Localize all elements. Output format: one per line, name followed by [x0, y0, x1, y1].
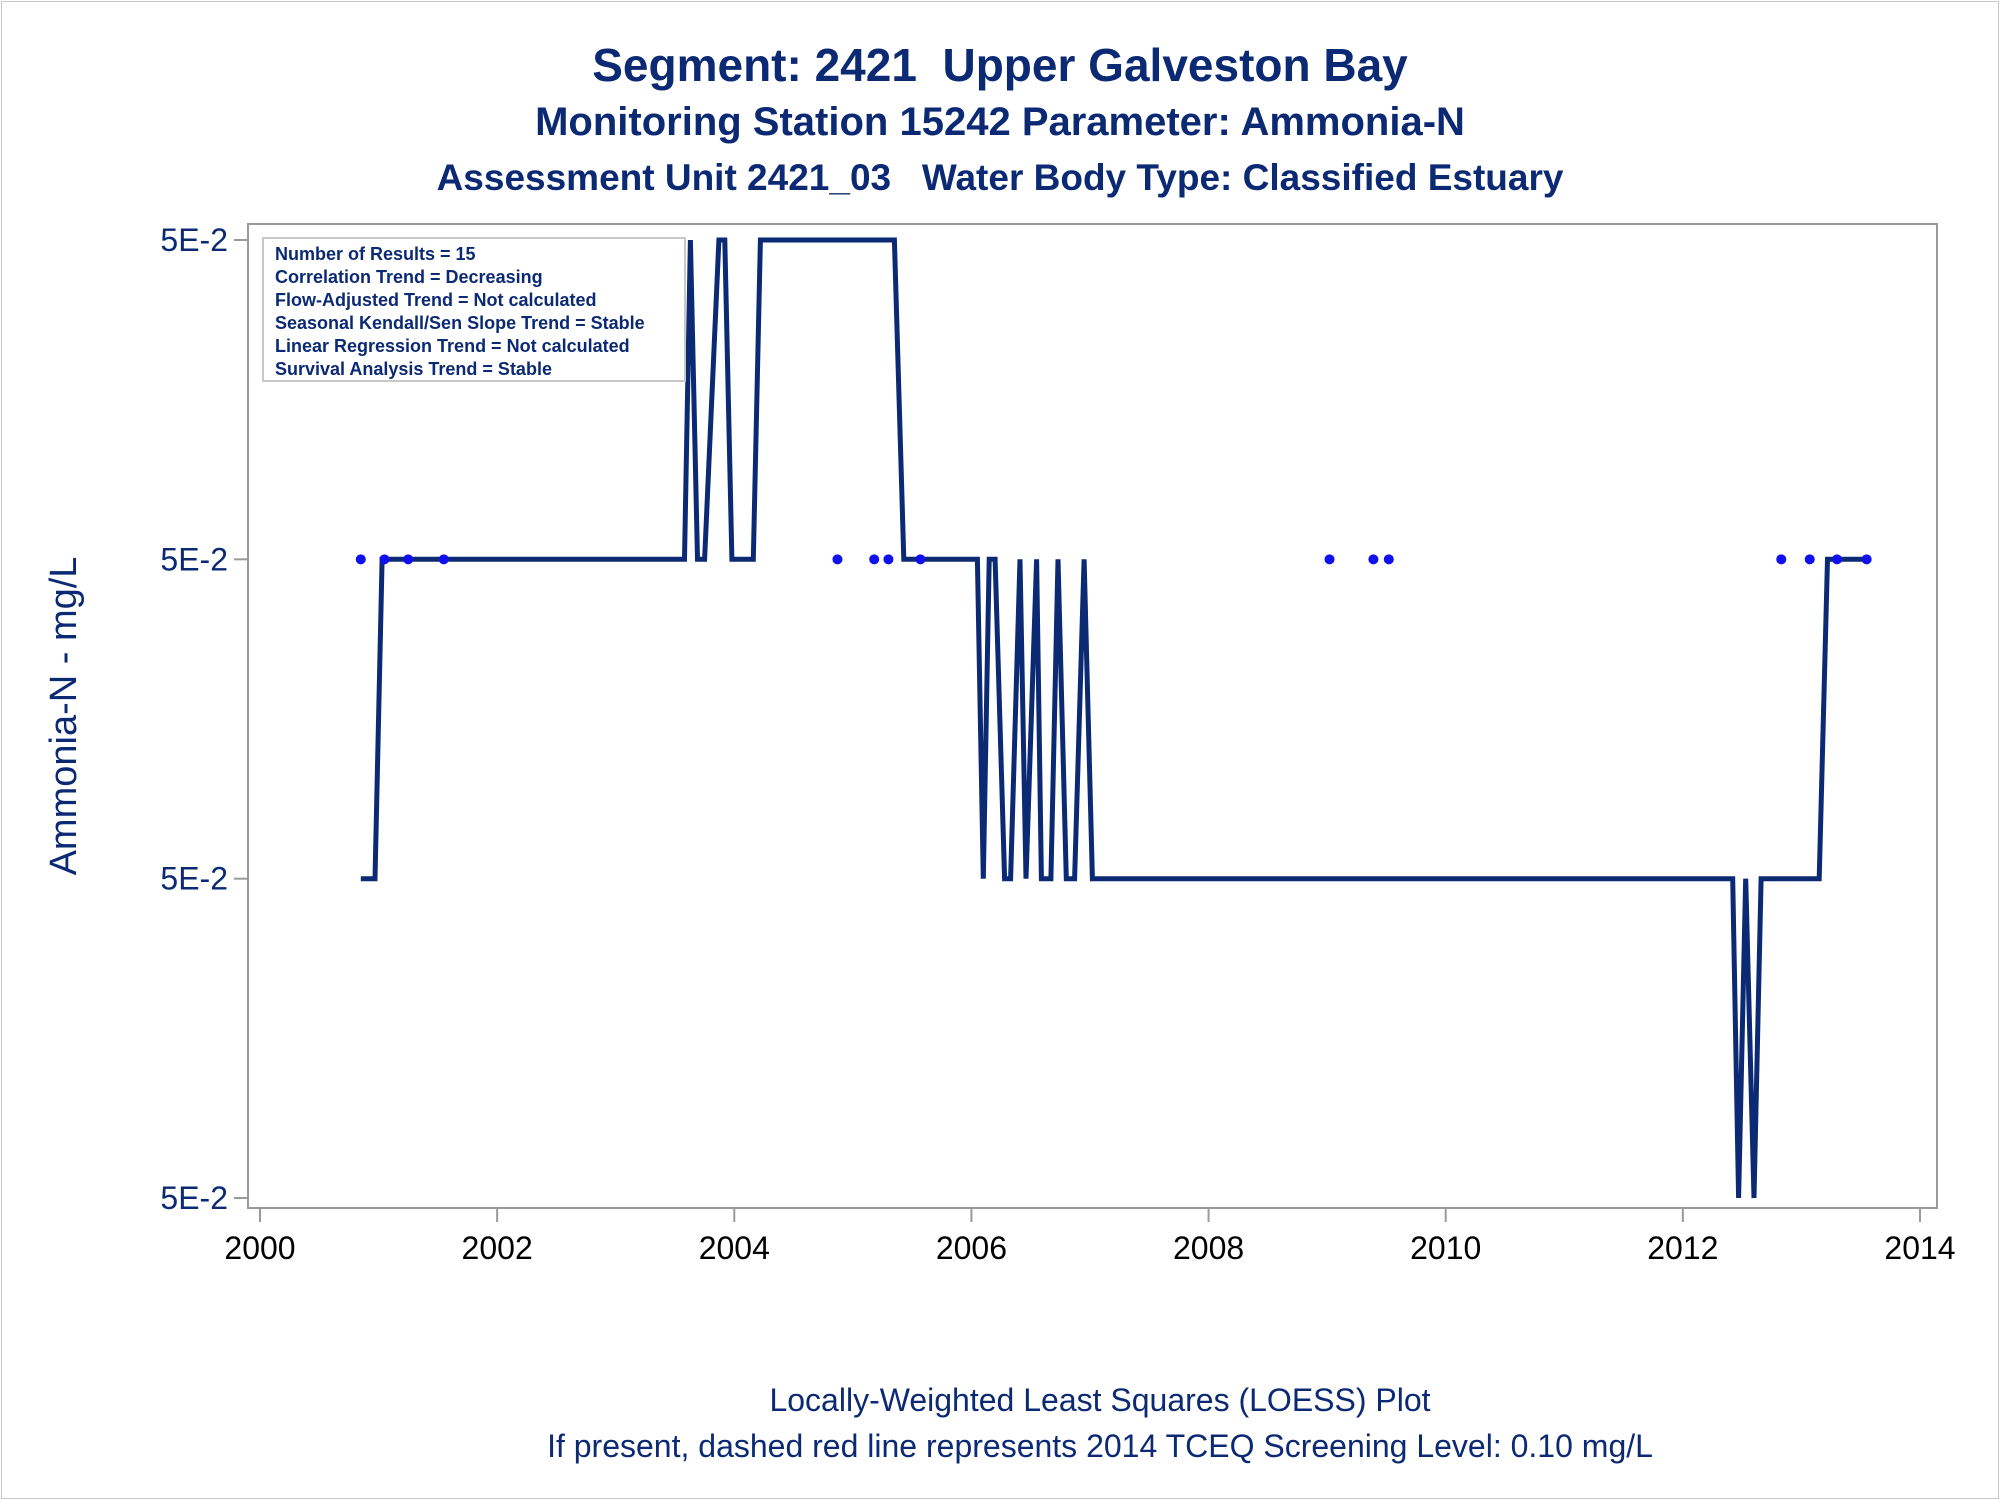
x-tick-label: 2012	[1647, 1230, 1718, 1266]
x-tick-label: 2000	[224, 1230, 295, 1266]
data-point	[869, 554, 880, 565]
y-tick-label: 5E-2	[160, 541, 228, 577]
data-point	[438, 554, 449, 565]
data-point	[1383, 554, 1394, 565]
trend-summary-line: Seasonal Kendall/Sen Slope Trend = Stabl…	[275, 313, 645, 333]
y-tick-label: 5E-2	[160, 222, 228, 258]
chart-subtitle-assessment: Assessment Unit 2421_03 Water Body Type:…	[436, 157, 1564, 198]
y-tick-label: 5E-2	[160, 861, 228, 897]
x-tick-label: 2010	[1410, 1230, 1481, 1266]
x-tick-label: 2006	[936, 1230, 1007, 1266]
trend-summary-line: Linear Regression Trend = Not calculated	[275, 336, 630, 356]
trend-summary-box	[262, 237, 686, 382]
x-tick-label: 2004	[699, 1230, 770, 1266]
data-point	[1776, 554, 1787, 565]
footnote-loess: Locally-Weighted Least Squares (LOESS) P…	[769, 1382, 1431, 1418]
chart-title: Segment: 2421 Upper Galveston Bay	[592, 39, 1408, 91]
data-point	[1324, 554, 1335, 565]
trend-summary-line: Survival Analysis Trend = Stable	[275, 359, 552, 379]
data-point	[1368, 554, 1379, 565]
x-tick-label: 2014	[1884, 1230, 1955, 1266]
data-point	[883, 554, 894, 565]
trend-summary-line: Flow-Adjusted Trend = Not calculated	[275, 290, 597, 310]
trend-summary-line: Number of Results = 15	[275, 244, 476, 264]
footnote-screening-level: If present, dashed red line represents 2…	[547, 1428, 1653, 1464]
loess-series-line	[360, 237, 1867, 1199]
y-tick-label: 5E-2	[160, 1180, 228, 1216]
data-point	[379, 554, 390, 565]
chart-subtitle-station: Monitoring Station 15242 Parameter: Ammo…	[535, 100, 1465, 144]
plot-area-frame	[247, 223, 1938, 1209]
x-tick-label: 2008	[1173, 1230, 1244, 1266]
data-point	[915, 554, 926, 565]
y-axis-label: Ammonia-N - mg/L	[43, 557, 85, 876]
x-tick-label: 2002	[462, 1230, 533, 1266]
trend-summary-line: Correlation Trend = Decreasing	[275, 267, 543, 287]
data-point	[832, 554, 843, 565]
data-point	[1861, 554, 1872, 565]
data-point	[403, 554, 414, 565]
data-point	[355, 554, 366, 565]
data-point	[1804, 554, 1815, 565]
data-point	[1832, 554, 1842, 565]
